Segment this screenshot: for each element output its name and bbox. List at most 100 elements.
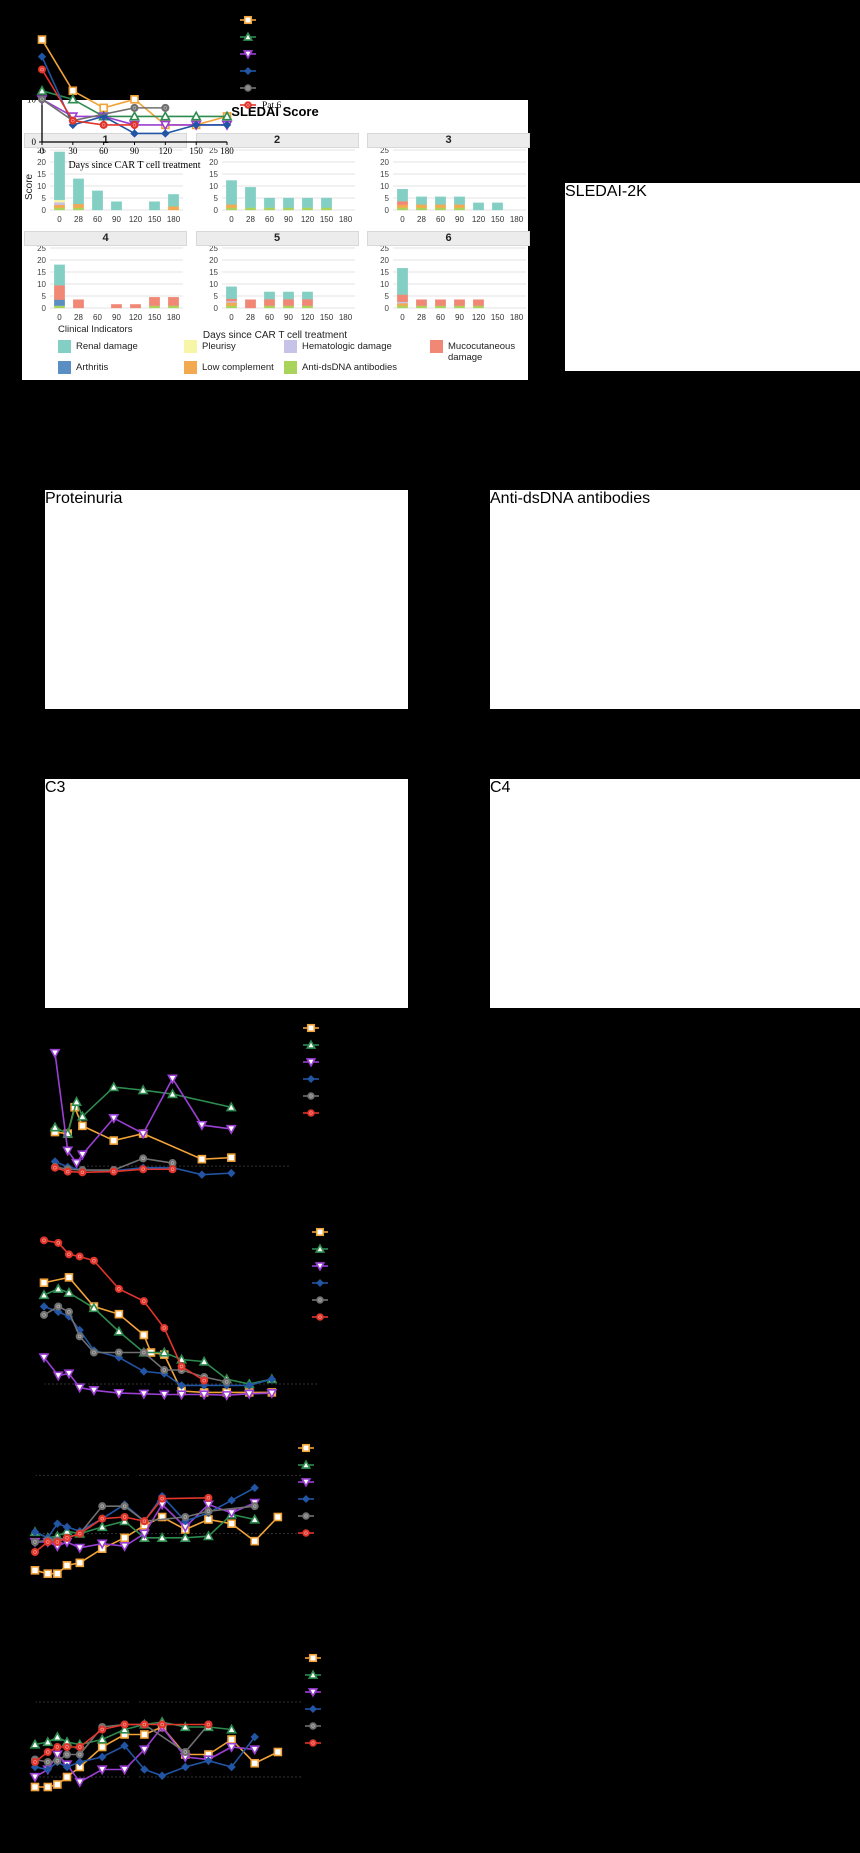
svg-text:0: 0 <box>57 215 62 224</box>
svg-text:180: 180 <box>167 215 181 224</box>
svg-text:0: 0 <box>34 1394 38 1403</box>
svg-text:Pat.2: Pat.2 <box>334 1245 354 1255</box>
svg-text:28: 28 <box>417 215 426 224</box>
svg-text:0: 0 <box>33 1595 37 1605</box>
svg-text:210: 210 <box>288 1402 300 1411</box>
svg-text:60: 60 <box>265 313 274 322</box>
svg-text:0: 0 <box>33 1805 37 1815</box>
svg-text:0.6: 0.6 <box>18 1537 30 1547</box>
svg-text:90: 90 <box>130 146 140 156</box>
svg-text:60: 60 <box>436 215 445 224</box>
svg-text:150: 150 <box>189 146 203 156</box>
svg-text:100: 100 <box>26 1314 38 1323</box>
svg-text:Pat.6: Pat.6 <box>320 1529 340 1539</box>
svg-text:90: 90 <box>284 313 293 322</box>
svg-text:0: 0 <box>42 1402 46 1411</box>
svg-text:5: 5 <box>42 292 47 301</box>
svg-text:Pat.1: Pat.1 <box>325 1024 345 1034</box>
svg-text:20: 20 <box>111 1402 119 1411</box>
svg-text:Pat.3: Pat.3 <box>334 1262 354 1272</box>
svg-text:90: 90 <box>181 1595 190 1605</box>
svg-text:80: 80 <box>30 1338 38 1347</box>
svg-text:120: 120 <box>159 146 173 156</box>
svg-text:120: 120 <box>202 1805 215 1815</box>
svg-text:4000: 4000 <box>31 1110 50 1120</box>
svg-text:30: 30 <box>147 1402 155 1411</box>
svg-text:0.2: 0.2 <box>18 1747 29 1757</box>
svg-text:Pat.5: Pat.5 <box>320 1512 340 1522</box>
svg-text:0: 0 <box>229 215 234 224</box>
svg-text:28: 28 <box>417 313 426 322</box>
svg-text:10: 10 <box>63 1805 72 1815</box>
svg-text:60: 60 <box>30 1352 38 1361</box>
svg-text:1.5: 1.5 <box>18 1462 30 1472</box>
svg-text:60: 60 <box>158 1595 167 1605</box>
svg-text:Pat.4: Pat.4 <box>320 1495 340 1505</box>
svg-text:10: 10 <box>27 94 37 104</box>
svg-text:0: 0 <box>57 313 62 322</box>
svg-text:28: 28 <box>246 313 255 322</box>
svg-text:180: 180 <box>225 1181 239 1191</box>
svg-text:28: 28 <box>74 215 83 224</box>
svg-text:210: 210 <box>254 1181 268 1191</box>
svg-text:Pat.5: Pat.5 <box>262 84 282 94</box>
svg-text:40: 40 <box>30 1366 38 1375</box>
svg-text:0: 0 <box>213 206 218 215</box>
svg-text:0.4: 0.4 <box>18 1697 30 1707</box>
svg-text:60: 60 <box>158 1805 167 1815</box>
svg-text:150: 150 <box>148 215 162 224</box>
svg-text:30: 30 <box>135 1805 144 1815</box>
svg-text:30: 30 <box>80 1181 90 1191</box>
svg-text:Pat.1: Pat.1 <box>327 1654 347 1664</box>
svg-text:90: 90 <box>139 1181 149 1191</box>
svg-text:Pat.3: Pat.3 <box>325 1058 345 1068</box>
svg-text:300: 300 <box>26 1283 38 1292</box>
svg-text:30: 30 <box>135 1595 144 1605</box>
svg-text:180: 180 <box>248 1595 261 1605</box>
svg-text:180: 180 <box>510 215 524 224</box>
svg-text:210: 210 <box>271 1595 284 1605</box>
svg-text:0: 0 <box>25 1587 30 1597</box>
svg-text:20: 20 <box>380 256 389 265</box>
svg-text:28: 28 <box>246 215 255 224</box>
svg-text:120: 120 <box>129 215 143 224</box>
svg-text:15: 15 <box>37 268 46 277</box>
svg-text:10: 10 <box>209 182 218 191</box>
svg-text:60: 60 <box>93 313 102 322</box>
svg-text:90: 90 <box>112 313 121 322</box>
svg-text:20: 20 <box>27 52 37 62</box>
svg-text:90: 90 <box>181 1805 190 1815</box>
svg-text:Days since CAR T cell treatmen: Days since CAR T cell treatment <box>68 160 200 171</box>
svg-text:Days since CAR T cell treatmen: Days since CAR T cell treatment <box>102 1818 234 1829</box>
svg-text:150: 150 <box>243 1402 255 1411</box>
svg-text:150: 150 <box>225 1805 238 1815</box>
svg-text:240: 240 <box>311 1402 323 1411</box>
svg-text:180: 180 <box>338 313 352 322</box>
svg-text:60: 60 <box>178 1402 186 1411</box>
svg-text:5: 5 <box>213 194 218 203</box>
svg-text:0: 0 <box>385 206 390 215</box>
svg-text:10: 10 <box>37 280 46 289</box>
svg-text:0.9: 0.9 <box>18 1512 30 1522</box>
svg-text:180: 180 <box>338 215 352 224</box>
svg-text:Pat.1: Pat.1 <box>262 16 282 26</box>
svg-text:90: 90 <box>455 215 464 224</box>
svg-text:150: 150 <box>148 313 162 322</box>
svg-text:0: 0 <box>42 206 47 215</box>
svg-text:Days since CAR T cell trentmen: Days since CAR T cell trentment <box>168 1414 301 1425</box>
svg-text:Pat.2: Pat.2 <box>320 1461 340 1471</box>
svg-text:0: 0 <box>400 215 405 224</box>
svg-text:6000: 6000 <box>31 1079 50 1089</box>
svg-text:210: 210 <box>271 1805 284 1815</box>
svg-text:20: 20 <box>30 1380 38 1389</box>
svg-text:Pat.1: Pat.1 <box>320 1444 340 1454</box>
svg-text:25: 25 <box>380 246 389 253</box>
svg-text:240: 240 <box>295 1805 308 1815</box>
svg-text:Days since CAR T cell treatmen: Days since CAR T cell treatment <box>102 1608 234 1619</box>
svg-text:Pat.4: Pat.4 <box>327 1705 347 1715</box>
svg-text:150: 150 <box>195 1181 209 1191</box>
svg-text:240: 240 <box>283 1181 297 1191</box>
svg-text:60: 60 <box>265 215 274 224</box>
svg-text:120: 120 <box>472 313 486 322</box>
svg-text:Pat.2: Pat.2 <box>325 1041 345 1051</box>
